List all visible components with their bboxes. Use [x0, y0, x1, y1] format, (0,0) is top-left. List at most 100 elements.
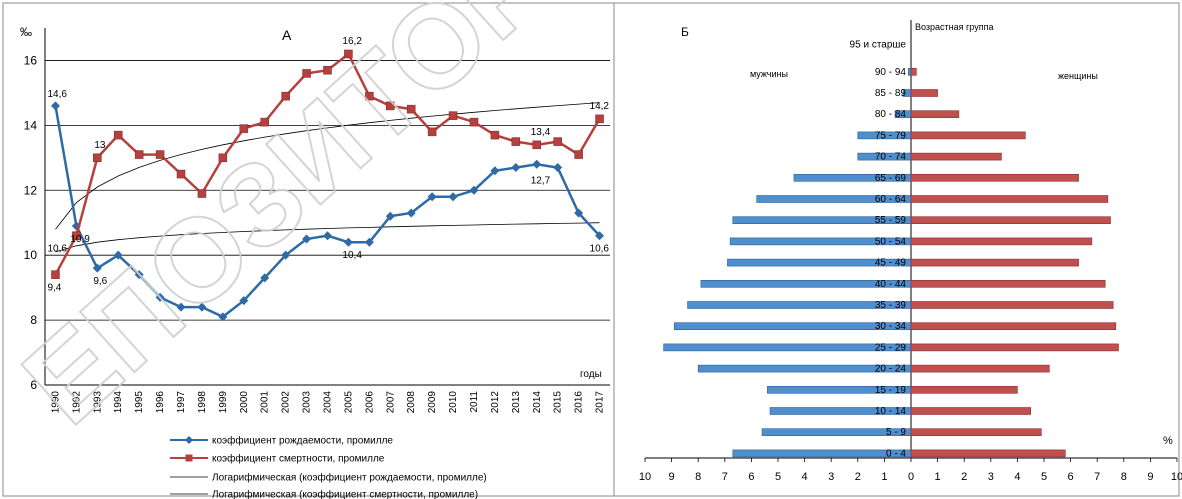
panel-a-x-tick-labels: 1990 1992 1993 1994 1995 1996 1997 1998 1999 2000…: [50, 391, 605, 414]
data-point: [260, 117, 269, 127]
data-point: [511, 137, 521, 146]
trendline: [55, 102, 600, 230]
data-point: [155, 150, 165, 159]
x-tick-label: 8: [695, 471, 701, 483]
data-point: [490, 166, 500, 176]
y-tick-label: 12: [24, 183, 38, 197]
x-tick-label: 3: [828, 471, 834, 483]
bar-female: [910, 258, 1079, 267]
data-point: [406, 104, 416, 114]
data-point: [365, 91, 374, 101]
bar-female: [910, 195, 1109, 203]
category-label: 30 - 34: [875, 321, 907, 332]
category-label: 40 - 44: [875, 279, 907, 290]
data-point: [134, 150, 144, 159]
x-tick-label: 2010: [448, 391, 459, 414]
data-label: 9,6: [93, 276, 107, 287]
bar-female: [910, 449, 1066, 458]
category-label: 50 - 54: [875, 236, 907, 247]
x-tick-label: 9: [669, 471, 675, 483]
data-point: [490, 130, 500, 140]
category-label: 95 и старше: [850, 40, 907, 51]
bar-female: [910, 68, 917, 76]
data-point: [92, 263, 102, 273]
data-point: [532, 159, 542, 169]
x-tick-label: 2: [855, 471, 861, 483]
x-tick-label: 2016: [574, 391, 585, 414]
category-label: 0 - 4: [886, 448, 906, 459]
bar-female: [910, 152, 1002, 161]
y-tick-label: 16: [24, 53, 38, 67]
x-tick-label: 3: [988, 471, 994, 483]
data-point: [448, 111, 458, 120]
legend-swatch-marker: [185, 454, 193, 462]
data-point: [469, 185, 479, 195]
x-tick-label: 10: [1171, 471, 1182, 483]
data-label: 10,6: [590, 244, 610, 255]
x-tick-label: 2000: [239, 391, 250, 414]
panel-a-gridlines: [45, 60, 610, 321]
category-label: 35 - 39: [875, 300, 907, 311]
bar-female: [910, 216, 1111, 224]
x-tick-label: 2008: [406, 391, 417, 414]
bar-female: [910, 237, 1093, 246]
bar-male: [908, 68, 912, 76]
category-label: 80 - 84: [875, 109, 907, 120]
data-point: [448, 192, 458, 202]
data-point: [155, 292, 165, 302]
data-point: [302, 69, 311, 78]
data-point: [386, 101, 395, 111]
data-label: 14,2: [590, 101, 610, 112]
data-point: [281, 250, 291, 260]
data-point: [113, 130, 123, 140]
legend-entry: Логарифмическая (коэффициент смертности,…: [212, 489, 478, 499]
x-tick-label: 2005: [343, 391, 354, 414]
category-label: 10 - 14: [875, 406, 907, 417]
data-point: [113, 250, 123, 260]
bar-female: [910, 110, 960, 118]
x-tick-label: 1994: [113, 391, 124, 414]
data-point: [427, 192, 437, 202]
bar-female: [910, 364, 1050, 373]
data-point: [532, 140, 542, 150]
panel-b-left-label: мужчины: [750, 69, 788, 79]
data-point: [197, 189, 207, 198]
data-point: [553, 137, 562, 146]
x-tick-label: 2017: [595, 391, 606, 414]
category-label: 45 - 49: [875, 258, 907, 269]
panel-a-trendlines: [55, 102, 600, 253]
panel-a-x-axis-label: годы: [580, 369, 602, 380]
x-tick-label: 1998: [197, 391, 208, 414]
bar-male: [732, 449, 912, 458]
bar-female: [910, 343, 1119, 352]
category-label: 75 - 79: [875, 130, 907, 141]
x-tick-label: 2001: [260, 391, 271, 414]
x-tick-label: 2002: [281, 391, 292, 414]
x-tick-label: 4: [1014, 471, 1020, 483]
panel-b-label: Б: [681, 25, 689, 39]
data-point: [239, 124, 249, 133]
y-tick-label: 14: [24, 118, 38, 132]
panel-b-category-labels: 95 и старше 90 - 94 85 - 89 80 - 84 75 - 79 7…: [850, 40, 907, 460]
data-label: 16,2: [342, 36, 362, 47]
x-tick-label: 7: [722, 471, 728, 483]
panel-b-axis-title: Возрастная группа: [915, 22, 993, 32]
data-point: [385, 211, 395, 221]
x-tick-label: 6: [1068, 471, 1074, 483]
bar-female: [910, 131, 1026, 140]
data-point: [595, 114, 604, 124]
category-label: 60 - 64: [875, 194, 907, 205]
legend-entry: коэффициент смертности, промилле: [212, 453, 385, 465]
data-point: [553, 163, 563, 173]
category-label: 20 - 24: [875, 364, 907, 375]
x-tick-label: 6: [748, 471, 754, 483]
category-label: 70 - 74: [875, 152, 907, 163]
data-point: [197, 302, 207, 312]
data-label: 10,9: [70, 234, 90, 245]
x-tick-label: 2011: [469, 391, 480, 413]
data-point: [218, 312, 228, 322]
x-tick-label: 1995: [134, 391, 145, 414]
data-label: 10,6: [47, 244, 67, 255]
data-point: [239, 296, 249, 306]
